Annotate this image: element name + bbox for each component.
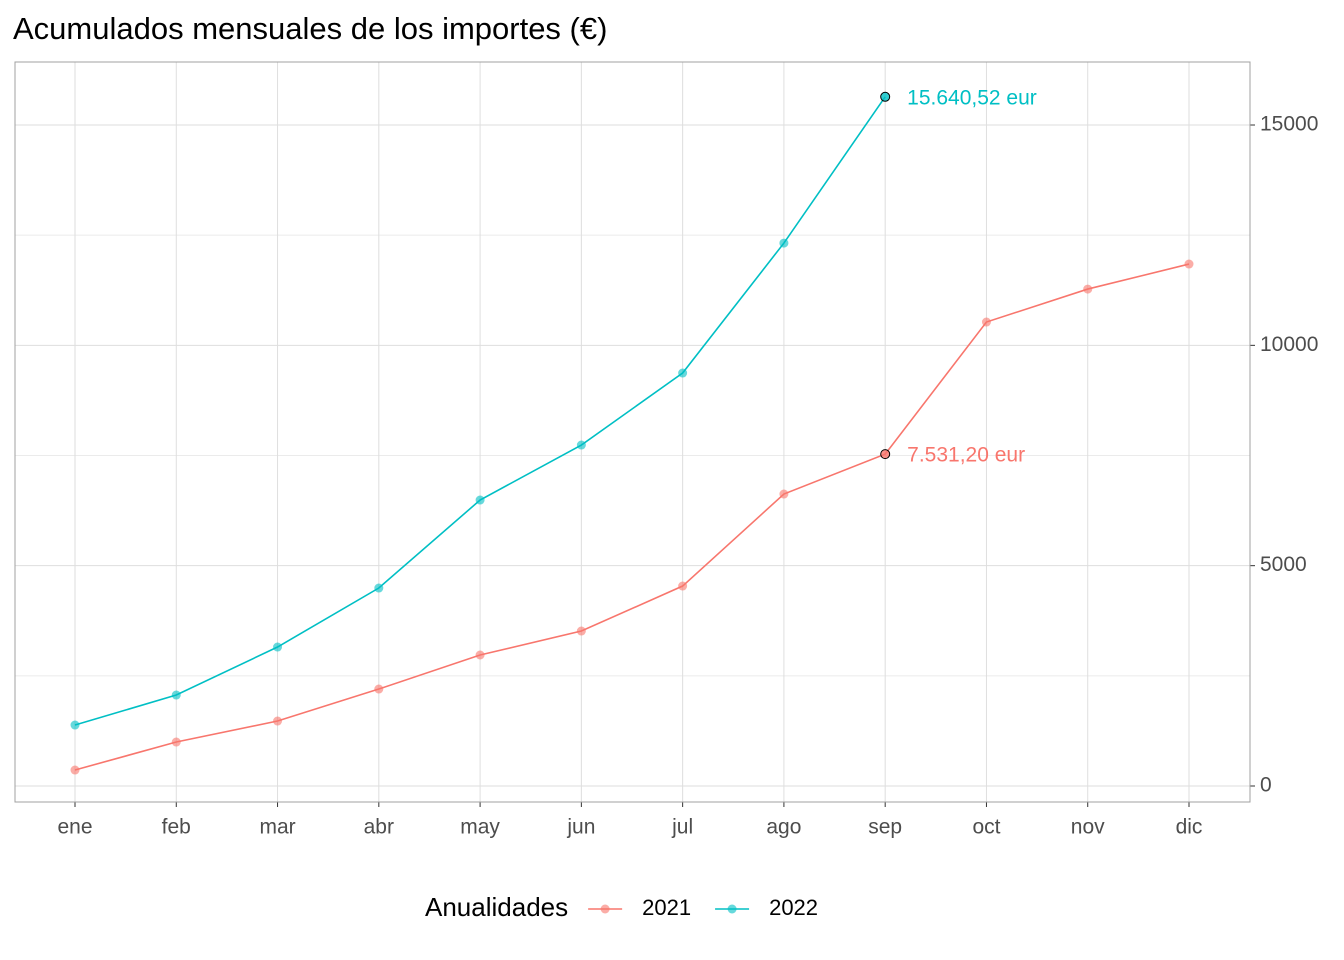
point	[374, 684, 384, 694]
y-tick-label: 15000	[1260, 113, 1318, 136]
legend-label: 2021	[642, 895, 691, 920]
x-tick-label: nov	[1071, 816, 1105, 839]
point	[171, 690, 181, 700]
x-tick-label: mar	[259, 816, 295, 839]
series-line	[74, 263, 1190, 771]
x-tick-label: jul	[671, 816, 693, 839]
point	[678, 368, 688, 378]
x-tick-label: dic	[1176, 816, 1203, 839]
point	[981, 317, 991, 327]
point	[273, 642, 283, 652]
point	[171, 737, 181, 747]
x-tick-label: sep	[868, 816, 902, 839]
x-tick-label: jun	[566, 816, 595, 839]
point	[678, 581, 688, 591]
y-tick-label: 5000	[1260, 553, 1307, 576]
x-tick-label: abr	[364, 816, 394, 839]
point	[576, 440, 586, 450]
point	[779, 489, 789, 499]
point	[475, 650, 485, 660]
chart-title: Acumulados mensuales de los importes (€)	[13, 11, 607, 46]
point	[70, 720, 80, 730]
point	[1083, 284, 1093, 294]
point	[1184, 259, 1194, 269]
x-tick-label: ene	[57, 816, 92, 839]
point	[70, 765, 80, 775]
point	[475, 495, 485, 505]
y-tick-label: 10000	[1260, 333, 1318, 356]
value-label: 15.640,52 eur	[907, 86, 1037, 109]
point	[880, 449, 891, 460]
x-tick-label: feb	[162, 816, 191, 839]
value-label: 7.531,20 eur	[907, 444, 1025, 467]
x-tick-label: ago	[766, 816, 801, 839]
point	[576, 626, 586, 636]
point	[880, 91, 891, 102]
x-tick-label: may	[460, 816, 500, 839]
point	[374, 583, 384, 593]
y-tick-label: 0	[1260, 774, 1272, 797]
point	[273, 716, 283, 726]
plot-border	[14, 61, 1251, 803]
legend-title: Anualidades	[425, 892, 568, 922]
point	[779, 238, 789, 248]
x-tick-label: oct	[972, 816, 1000, 839]
legend-point	[727, 904, 737, 914]
legend-label: 2022	[769, 895, 818, 920]
legend-point	[600, 904, 610, 914]
